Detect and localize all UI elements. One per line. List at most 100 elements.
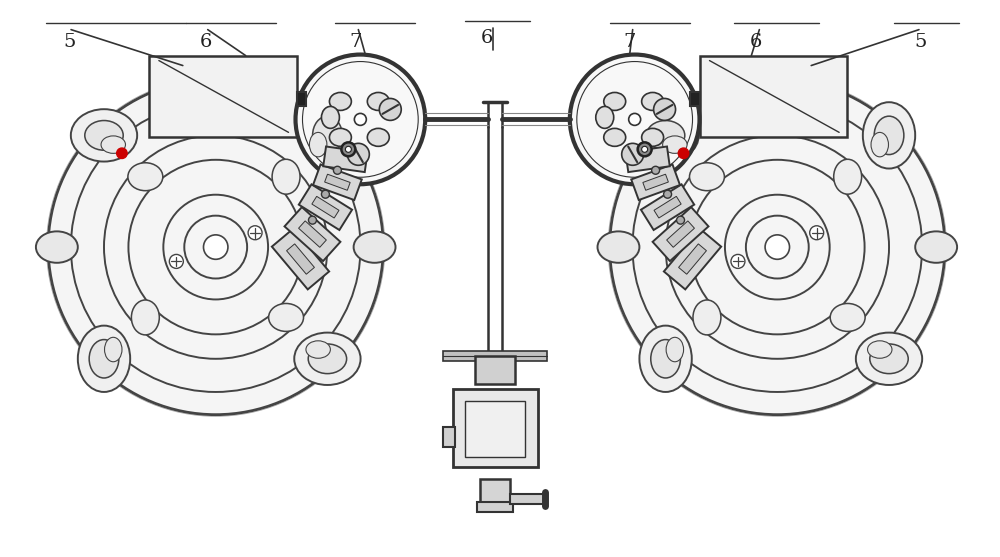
Ellipse shape xyxy=(89,340,119,378)
Polygon shape xyxy=(664,229,721,290)
Ellipse shape xyxy=(598,231,639,263)
Ellipse shape xyxy=(367,128,389,146)
Bar xyxy=(690,92,700,106)
Ellipse shape xyxy=(915,231,957,263)
Text: 6: 6 xyxy=(750,33,763,51)
Circle shape xyxy=(731,255,745,268)
Bar xyxy=(700,56,847,138)
Ellipse shape xyxy=(632,109,699,162)
Ellipse shape xyxy=(272,159,300,194)
Text: 6: 6 xyxy=(481,28,493,47)
Ellipse shape xyxy=(689,163,724,190)
Polygon shape xyxy=(643,174,668,190)
Polygon shape xyxy=(299,221,326,247)
Ellipse shape xyxy=(874,116,904,155)
Ellipse shape xyxy=(85,120,123,150)
Polygon shape xyxy=(325,174,350,190)
Polygon shape xyxy=(323,146,368,172)
Polygon shape xyxy=(653,207,708,261)
Ellipse shape xyxy=(646,120,685,150)
Bar xyxy=(453,389,538,467)
Text: 5: 5 xyxy=(915,33,927,51)
Circle shape xyxy=(308,216,316,224)
Ellipse shape xyxy=(663,136,687,153)
Polygon shape xyxy=(654,197,681,218)
Circle shape xyxy=(677,216,685,224)
Ellipse shape xyxy=(101,136,125,153)
Ellipse shape xyxy=(834,159,862,194)
Circle shape xyxy=(321,190,329,198)
Bar xyxy=(443,351,547,361)
Polygon shape xyxy=(299,184,352,230)
Ellipse shape xyxy=(71,109,137,162)
Polygon shape xyxy=(312,197,339,218)
Circle shape xyxy=(664,190,672,198)
Bar xyxy=(297,92,306,106)
Circle shape xyxy=(765,235,790,260)
Ellipse shape xyxy=(78,326,130,392)
Bar xyxy=(465,400,525,457)
Ellipse shape xyxy=(294,333,361,385)
Polygon shape xyxy=(313,164,362,200)
Ellipse shape xyxy=(871,133,888,157)
Bar xyxy=(149,56,297,138)
Ellipse shape xyxy=(830,304,865,331)
Circle shape xyxy=(354,114,366,125)
Circle shape xyxy=(622,143,644,165)
Circle shape xyxy=(379,99,401,120)
Ellipse shape xyxy=(666,338,684,361)
Ellipse shape xyxy=(128,163,163,190)
Circle shape xyxy=(248,226,262,240)
Circle shape xyxy=(296,55,425,184)
Polygon shape xyxy=(285,207,340,261)
Ellipse shape xyxy=(651,340,680,378)
Ellipse shape xyxy=(301,102,354,169)
Ellipse shape xyxy=(269,304,304,331)
Ellipse shape xyxy=(354,231,396,263)
Ellipse shape xyxy=(329,92,351,110)
Ellipse shape xyxy=(693,300,721,335)
Ellipse shape xyxy=(313,116,342,155)
Ellipse shape xyxy=(367,92,389,110)
Circle shape xyxy=(345,146,351,152)
Circle shape xyxy=(347,143,369,165)
Circle shape xyxy=(652,167,660,174)
Circle shape xyxy=(608,78,947,417)
Circle shape xyxy=(203,235,228,260)
Ellipse shape xyxy=(131,300,159,335)
Circle shape xyxy=(629,114,641,125)
Circle shape xyxy=(654,99,676,120)
Ellipse shape xyxy=(308,344,347,374)
Bar xyxy=(510,495,545,505)
Ellipse shape xyxy=(321,106,339,128)
Text: 7: 7 xyxy=(623,33,636,51)
Ellipse shape xyxy=(642,128,664,146)
Circle shape xyxy=(642,146,648,152)
Circle shape xyxy=(638,143,652,157)
Ellipse shape xyxy=(856,333,922,385)
Circle shape xyxy=(678,148,689,159)
Text: 7: 7 xyxy=(349,33,362,51)
Circle shape xyxy=(46,78,385,417)
Polygon shape xyxy=(641,184,694,230)
Ellipse shape xyxy=(105,338,122,361)
Circle shape xyxy=(810,226,824,240)
Ellipse shape xyxy=(36,231,78,263)
Circle shape xyxy=(333,167,341,174)
Ellipse shape xyxy=(329,128,351,146)
Bar xyxy=(480,478,510,506)
Bar xyxy=(477,502,513,512)
Ellipse shape xyxy=(642,92,664,110)
Text: 6: 6 xyxy=(200,33,212,51)
Circle shape xyxy=(169,255,183,268)
Ellipse shape xyxy=(604,92,626,110)
Polygon shape xyxy=(679,244,706,274)
Text: 5: 5 xyxy=(63,33,75,51)
Ellipse shape xyxy=(596,106,614,128)
Polygon shape xyxy=(625,146,670,172)
Bar xyxy=(443,427,455,447)
Ellipse shape xyxy=(870,344,908,374)
Polygon shape xyxy=(272,229,329,290)
Circle shape xyxy=(117,148,127,159)
Ellipse shape xyxy=(604,128,626,146)
